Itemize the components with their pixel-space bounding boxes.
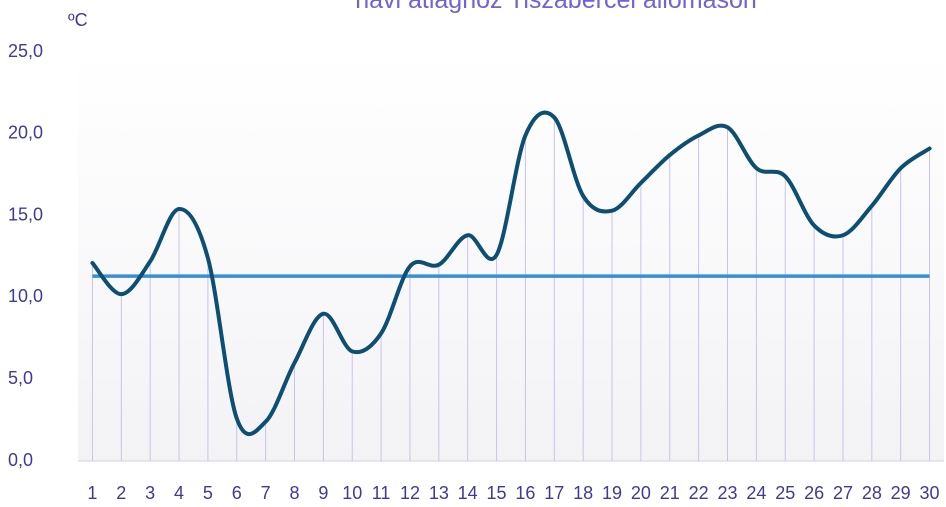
y-unit: ºC xyxy=(68,10,88,30)
x-tick-label: 19 xyxy=(602,483,622,503)
x-tick-label: 24 xyxy=(746,483,766,503)
x-tick-label: 9 xyxy=(318,483,328,503)
x-tick-label: 18 xyxy=(573,483,593,503)
x-tick-label: 20 xyxy=(631,483,651,503)
x-tick-label: 7 xyxy=(261,483,271,503)
x-tick-label: 14 xyxy=(458,483,478,503)
x-tick-label: 4 xyxy=(174,483,184,503)
x-tick-label: 3 xyxy=(145,483,155,503)
x-tick-label: 28 xyxy=(862,483,882,503)
x-tick-label: 13 xyxy=(429,483,449,503)
x-tick-label: 2 xyxy=(116,483,126,503)
x-tick-label: 30 xyxy=(920,483,940,503)
plot-background xyxy=(78,52,944,461)
x-tick-label: 23 xyxy=(717,483,737,503)
x-tick-label: 11 xyxy=(372,483,391,503)
y-tick-label: 10,0 xyxy=(8,286,43,306)
x-tick-label: 26 xyxy=(804,483,824,503)
y-tick-label: 5,0 xyxy=(8,368,33,388)
x-tick-label: 10 xyxy=(342,483,362,503)
x-tick-label: 5 xyxy=(203,483,213,503)
x-tick-label: 12 xyxy=(400,483,420,503)
x-tick-label: 21 xyxy=(660,483,680,503)
y-tick-label: 25,0 xyxy=(8,41,43,61)
chart-title: havi átlaghoz Tiszabercel állomáson xyxy=(355,0,757,14)
x-tick-label: 17 xyxy=(544,483,564,503)
x-tick-label: 29 xyxy=(891,483,911,503)
x-tick-label: 27 xyxy=(833,483,853,503)
data-line xyxy=(90,110,932,436)
x-tick-label: 25 xyxy=(775,483,795,503)
x-tick-label: 1 xyxy=(87,483,97,503)
x-tick-label: 22 xyxy=(689,483,709,503)
x-tick-label: 15 xyxy=(487,483,507,503)
x-tick-label: 16 xyxy=(515,483,535,503)
x-tick-label: 6 xyxy=(232,483,242,503)
x-tick-label: 8 xyxy=(289,483,299,503)
y-tick-label: 0,0 xyxy=(8,450,33,470)
y-tick-label: 20,0 xyxy=(8,123,43,143)
y-tick-label: 15,0 xyxy=(8,204,43,224)
